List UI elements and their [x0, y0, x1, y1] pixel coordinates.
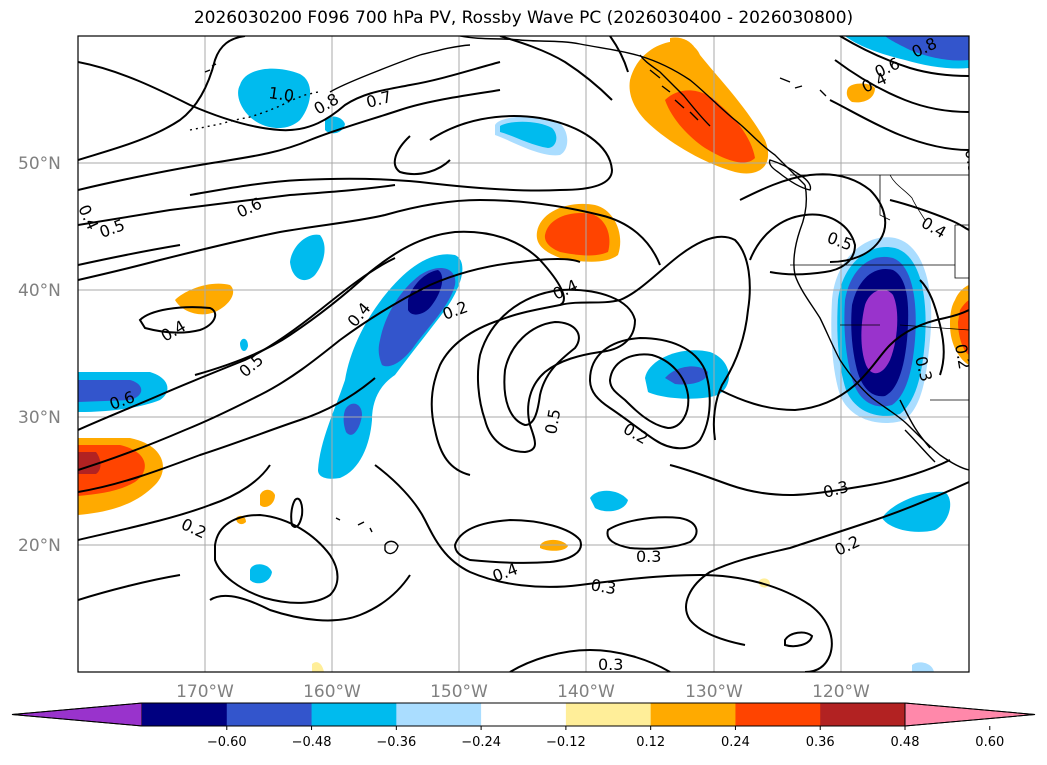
colorbar-segment — [142, 703, 228, 726]
shade-band-navy — [408, 270, 443, 315]
shade-small-cyan — [290, 234, 325, 281]
latitude-labels: 50°N 40°N 30°N 20°N — [18, 154, 61, 556]
contour-label: 0.3 — [636, 547, 661, 566]
contour-label: 0.3 — [589, 575, 617, 598]
shade-alaska-red — [665, 90, 755, 163]
shade-bit-1 — [260, 489, 275, 507]
shade-mid-red — [544, 212, 610, 256]
lon-label-120w: 120°W — [812, 682, 870, 702]
contour-label: 0.5 — [541, 407, 564, 435]
map-frame — [77, 35, 970, 673]
contour-label: 0.2 — [951, 342, 974, 370]
lon-label-170w: 170°W — [176, 682, 234, 702]
colorbar-segment — [565, 703, 652, 726]
lon-label-140w: 140°W — [557, 682, 615, 702]
lon-label-150w: 150°W — [430, 682, 488, 702]
colorbar-tick-label: 0.36 — [806, 735, 835, 750]
colorbar-tick-label: 0.48 — [891, 735, 920, 750]
graticule — [78, 36, 969, 672]
map-title: 2026030200 F096 700 hPa PV, Rossby Wave … — [193, 8, 854, 28]
shade-bit-3 — [590, 490, 628, 512]
shade-ne-orange — [846, 83, 875, 103]
colorbar-segment — [396, 703, 482, 726]
shade-aleutian-cyan — [238, 68, 311, 129]
colorbar-tick-label: 0.24 — [721, 735, 750, 750]
lon-label-160w: 160°W — [303, 682, 361, 702]
lat-label-40n: 40°N — [18, 281, 61, 301]
contour-label: 0.3 — [961, 147, 984, 175]
shade-se-cyan — [882, 491, 951, 532]
contour-label: 1.0 — [267, 83, 295, 105]
colorbar-tick-label: −0.12 — [546, 735, 586, 750]
lon-label-130w: 130°W — [685, 682, 743, 702]
colorbar-tick-label: 0.12 — [636, 735, 665, 750]
colorbar-extend-high — [904, 702, 1036, 727]
shade-ca-purple — [861, 289, 898, 374]
shade-bit-2 — [250, 564, 272, 584]
colorbar-tick-label: −0.60 — [207, 735, 247, 750]
colorbar-tick-label: −0.48 — [292, 735, 332, 750]
colorbar-tick-label: −0.36 — [376, 735, 416, 750]
colorbar-outline — [11, 702, 1036, 727]
contour-label: 0.3 — [598, 655, 623, 674]
colorbar: −0.60 −0.48 −0.36 −0.24 −0.12 0.12 0.24 0.36 0.4… — [11, 702, 1036, 750]
lat-label-30n: 30°N — [18, 408, 61, 428]
colorbar-segment — [650, 703, 736, 726]
longitude-labels: 170°W 160°W 150°W 140°W 130°W 120°W — [176, 682, 870, 702]
lat-label-50n: 50°N — [18, 154, 61, 174]
colorbar-tick-label: 0.60 — [975, 735, 1004, 750]
colorbar-segment — [820, 703, 906, 726]
colorbar-extend-low — [11, 702, 143, 727]
colorbar-tick-label: −0.24 — [461, 735, 501, 750]
lat-label-20n: 20°N — [18, 536, 61, 556]
colorbar-segment — [311, 703, 397, 726]
colorbar-segment — [226, 703, 313, 726]
coastlines — [189, 36, 969, 555]
colorbar-segment — [735, 703, 821, 726]
pv-contours — [78, 36, 969, 672]
colorbar-segment — [481, 703, 567, 726]
